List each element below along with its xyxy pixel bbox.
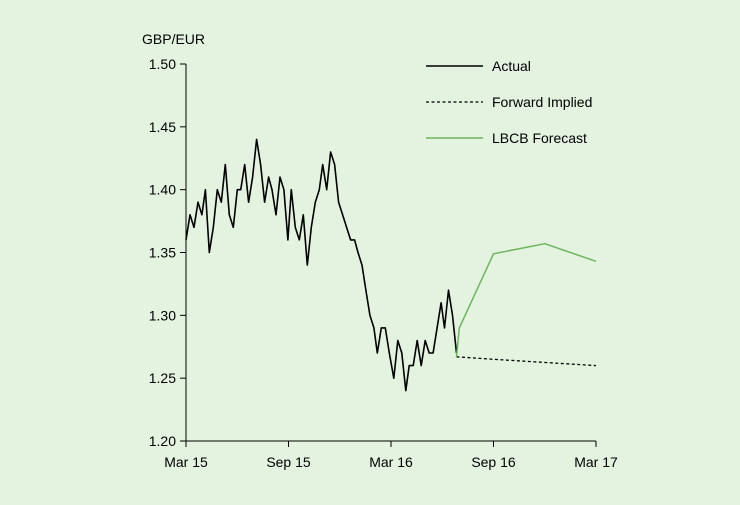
y-tick-label: 1.25 <box>149 370 176 386</box>
series-line-forward-implied <box>456 356 597 367</box>
axes: 1.20 1.25 1.30 1.35 1.40 1.45 1.50 Mar 15 Sep 15… <box>149 56 618 470</box>
y-tick-label: 1.35 <box>149 245 176 261</box>
y-tick-label: 1.20 <box>149 433 176 449</box>
series-line-actual <box>185 138 458 392</box>
y-tick-label: 1.45 <box>149 119 176 135</box>
x-tick-label: Mar 15 <box>164 454 208 470</box>
series-line-lbcb-forecast <box>455 242 597 357</box>
y-tick-label: 1.50 <box>149 56 176 72</box>
x-tick-label: Sep 16 <box>471 454 516 470</box>
legend-label: Actual <box>492 58 531 74</box>
legend-label: Forward Implied <box>492 94 592 110</box>
x-tick-label: Mar 16 <box>369 454 413 470</box>
y-tick-label: 1.40 <box>149 182 176 198</box>
x-tick-label: Mar 17 <box>574 454 618 470</box>
legend: Actual Forward Implied LBCB Forecast <box>426 58 592 146</box>
legend-label: LBCB Forecast <box>492 130 587 146</box>
x-tick-label: Sep 15 <box>266 454 311 470</box>
series-layer <box>185 138 597 392</box>
y-tick-label: 1.30 <box>149 307 176 323</box>
y-axis-label: GBP/EUR <box>142 31 205 47</box>
